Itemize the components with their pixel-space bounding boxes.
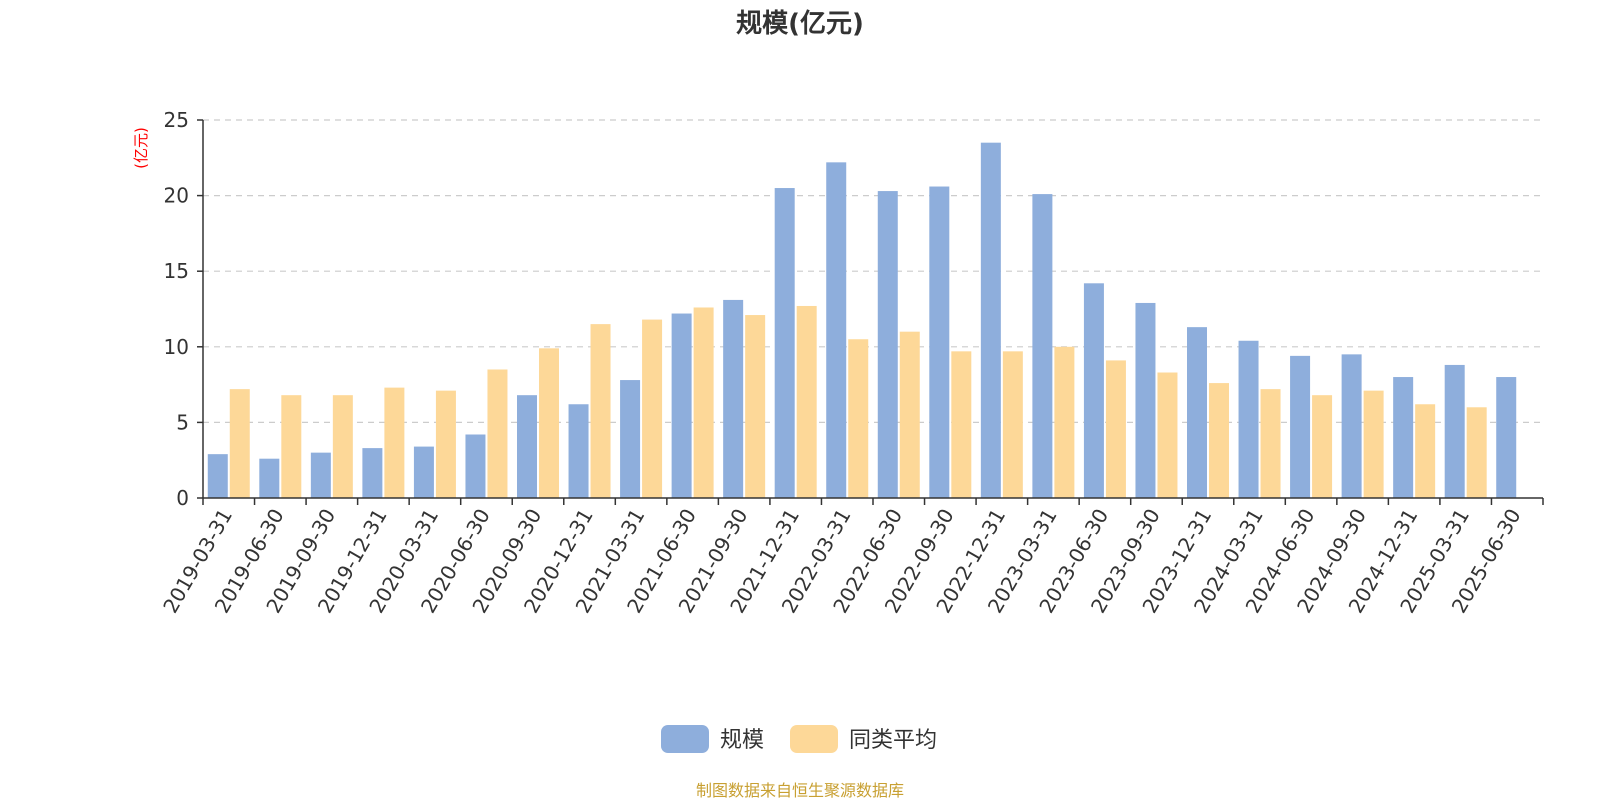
bar-scale <box>517 395 537 498</box>
bar-peer-average <box>332 395 353 498</box>
bar-scale <box>1444 364 1465 498</box>
bar-peer-average <box>1002 351 1023 498</box>
bar-scale <box>877 191 898 498</box>
bar-peer-average <box>642 319 663 498</box>
bar-peer-average <box>951 351 972 498</box>
bar-scale <box>826 162 847 498</box>
bar-peer-average <box>590 324 611 498</box>
bar-scale <box>1083 283 1104 498</box>
bar-peer-average <box>384 387 405 498</box>
bar-peer-average <box>487 369 508 498</box>
y-tick-label: 5 <box>176 410 189 434</box>
bar-scale <box>620 380 641 498</box>
bar-scale <box>774 188 795 499</box>
source-note: 制图数据来自恒生聚源数据库 <box>696 781 904 800</box>
y-tick-label: 20 <box>164 184 189 208</box>
bar-peer-average <box>1363 390 1384 498</box>
bar-peer-average <box>435 390 456 498</box>
bar-peer-average <box>899 331 920 498</box>
bar-scale <box>310 452 331 498</box>
legend-swatch <box>661 725 709 753</box>
bar-scale <box>413 446 434 498</box>
bar-scale <box>1032 194 1053 498</box>
bar-peer-average <box>1466 407 1487 498</box>
bar-scale <box>259 458 280 498</box>
bar-scale <box>1290 355 1311 498</box>
bar-peer-average <box>1054 346 1075 498</box>
y-tick-label: 10 <box>164 335 189 359</box>
bar-scale <box>1187 327 1207 498</box>
bar-scale <box>723 299 744 498</box>
bar-scale <box>671 313 692 498</box>
bar-peer-average <box>745 315 766 498</box>
bar-peer-average <box>229 389 250 498</box>
legend-swatch <box>790 725 838 753</box>
bar-peer-average <box>539 348 559 498</box>
bar-peer-average <box>1157 372 1178 498</box>
bar-scale <box>1496 377 1517 498</box>
bar-scale <box>980 142 1001 498</box>
legend: 规模 同类平均 <box>661 725 937 753</box>
y-tick-label: 0 <box>176 486 189 510</box>
bar-peer-average <box>796 305 817 498</box>
bar-scale <box>465 434 486 498</box>
bar-peer-average <box>693 307 714 498</box>
bar-peer-average <box>1312 395 1333 498</box>
legend-label: 规模 <box>720 728 764 753</box>
y-tick-label: 25 <box>164 108 189 132</box>
bar-peer-average <box>1105 360 1126 498</box>
legend-label: 同类平均 <box>849 728 937 753</box>
bar-peer-average <box>281 395 302 498</box>
bar-peer-average <box>1260 389 1281 498</box>
bar-scale <box>1341 354 1362 498</box>
y-axis-unit-label: (亿元) <box>132 127 150 169</box>
bar-scale <box>1393 377 1414 498</box>
bars <box>207 142 1517 499</box>
bar-peer-average <box>1415 404 1436 498</box>
bar-scale <box>568 404 589 498</box>
bar-scale <box>362 448 383 498</box>
y-tick-label: 15 <box>164 259 189 283</box>
bar-scale <box>1238 340 1259 498</box>
bar-scale <box>207 454 228 498</box>
bar-scale <box>929 186 950 498</box>
bar-peer-average <box>848 339 869 498</box>
bar-scale <box>1135 302 1156 498</box>
bar-peer-average <box>1209 383 1229 498</box>
chart-title: 规模(亿元) <box>736 9 864 39</box>
